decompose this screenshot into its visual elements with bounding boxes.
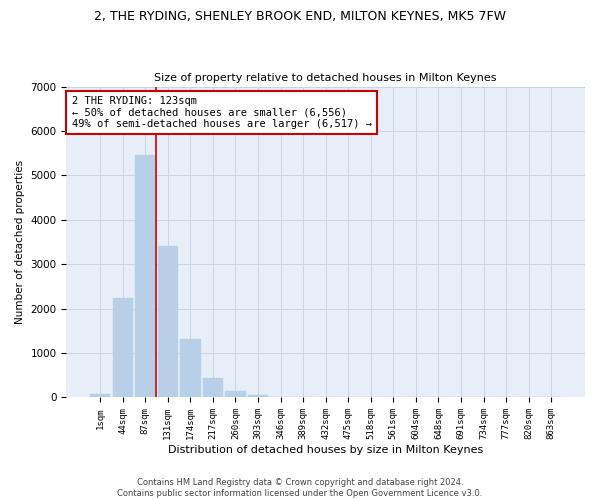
Text: 2, THE RYDING, SHENLEY BROOK END, MILTON KEYNES, MK5 7FW: 2, THE RYDING, SHENLEY BROOK END, MILTON… [94,10,506,23]
Bar [203,378,223,398]
Y-axis label: Number of detached properties: Number of detached properties [15,160,25,324]
X-axis label: Distribution of detached houses by size in Milton Keynes: Distribution of detached houses by size … [168,445,484,455]
Bar [248,394,268,398]
Bar [135,156,155,398]
Bar [226,390,245,398]
Bar [158,246,178,398]
Bar [113,298,133,398]
Bar [180,339,200,398]
Text: 2 THE RYDING: 123sqm
← 50% of detached houses are smaller (6,556)
49% of semi-de: 2 THE RYDING: 123sqm ← 50% of detached h… [71,96,371,129]
Title: Size of property relative to detached houses in Milton Keynes: Size of property relative to detached ho… [154,73,497,83]
Bar [90,394,110,398]
Text: Contains HM Land Registry data © Crown copyright and database right 2024.
Contai: Contains HM Land Registry data © Crown c… [118,478,482,498]
